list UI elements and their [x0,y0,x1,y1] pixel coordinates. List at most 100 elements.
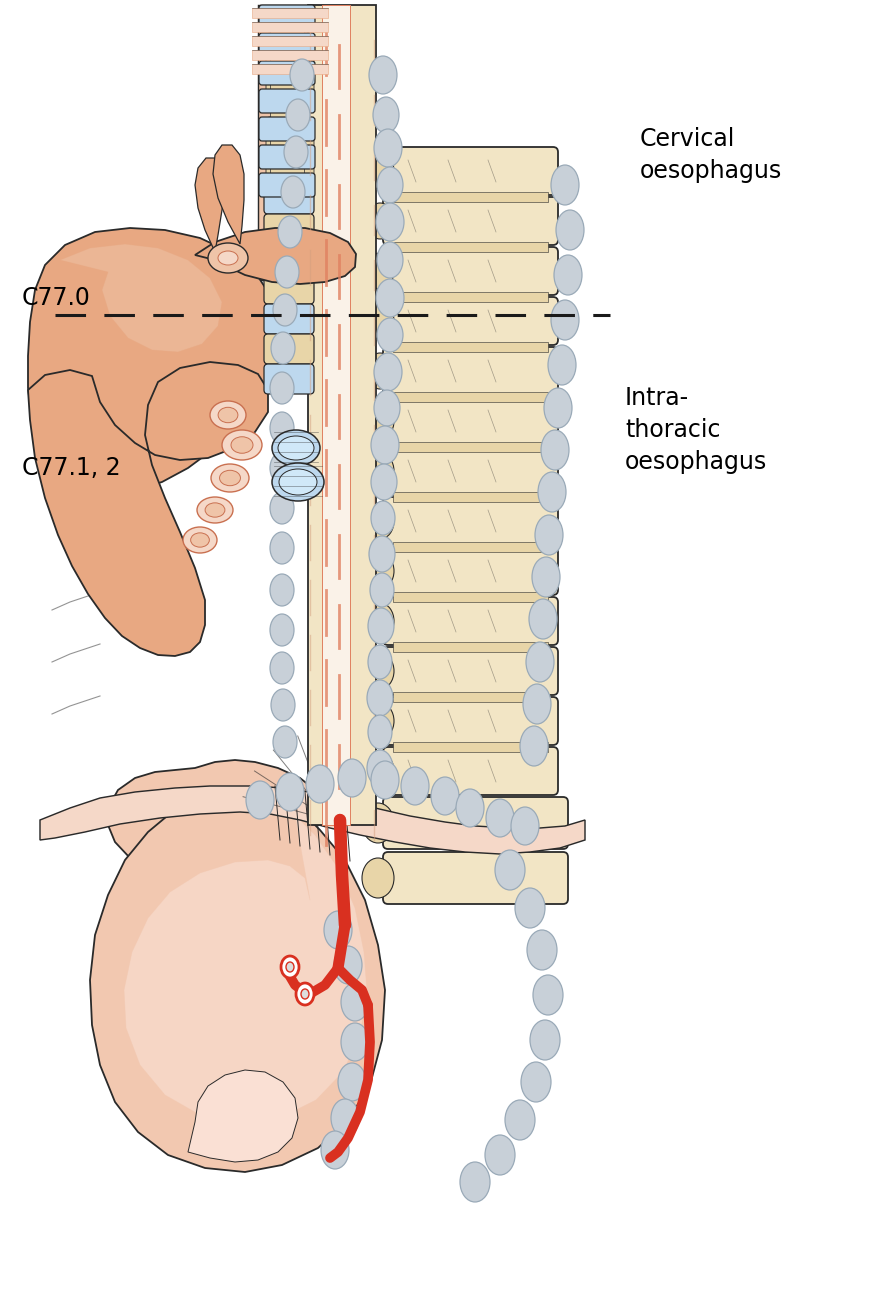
Ellipse shape [324,911,352,949]
FancyBboxPatch shape [259,32,315,57]
Text: C77.1, 2: C77.1, 2 [22,456,121,480]
Text: C77.0: C77.0 [22,286,91,309]
Ellipse shape [366,153,394,188]
Ellipse shape [270,412,294,445]
FancyBboxPatch shape [264,364,314,394]
Ellipse shape [270,491,294,524]
Ellipse shape [296,983,314,1005]
Polygon shape [28,361,268,656]
Bar [393,242,548,252]
Ellipse shape [366,354,394,389]
Ellipse shape [183,526,217,552]
Ellipse shape [535,515,563,555]
Bar [393,342,548,352]
Polygon shape [90,792,385,1173]
Ellipse shape [520,725,548,766]
Ellipse shape [284,136,308,168]
FancyBboxPatch shape [383,747,558,796]
FancyBboxPatch shape [264,185,314,215]
Ellipse shape [279,469,317,495]
FancyBboxPatch shape [266,159,314,195]
Ellipse shape [366,703,394,738]
Ellipse shape [373,98,399,133]
Bar [258,5,323,280]
Ellipse shape [366,552,394,589]
Ellipse shape [369,536,395,572]
Ellipse shape [276,774,304,811]
Ellipse shape [286,962,294,972]
Ellipse shape [431,777,459,815]
FancyBboxPatch shape [259,5,315,29]
FancyBboxPatch shape [259,146,315,169]
Ellipse shape [301,989,309,998]
Polygon shape [40,786,585,854]
FancyBboxPatch shape [266,32,314,69]
Ellipse shape [270,452,294,484]
FancyBboxPatch shape [383,497,558,545]
Ellipse shape [495,850,525,891]
FancyBboxPatch shape [383,396,558,445]
FancyBboxPatch shape [264,274,314,304]
Ellipse shape [521,1062,551,1102]
Bar [270,55,304,62]
FancyBboxPatch shape [264,334,314,364]
Polygon shape [252,49,328,60]
FancyBboxPatch shape [383,347,558,395]
Ellipse shape [270,614,294,646]
Ellipse shape [331,1098,359,1138]
Ellipse shape [533,975,563,1015]
Ellipse shape [551,300,579,341]
FancyBboxPatch shape [383,147,558,195]
Polygon shape [60,244,222,352]
Ellipse shape [270,532,294,564]
Ellipse shape [222,430,262,460]
Ellipse shape [208,243,248,273]
Text: Cervical
oesophagus: Cervical oesophagus [640,127,782,183]
Ellipse shape [377,318,403,352]
Ellipse shape [341,983,369,1020]
Ellipse shape [272,430,320,465]
Ellipse shape [338,759,366,797]
Ellipse shape [366,753,394,789]
Ellipse shape [460,1162,490,1202]
Ellipse shape [366,203,394,239]
Ellipse shape [556,211,584,250]
Ellipse shape [281,956,299,978]
Ellipse shape [191,533,209,547]
Ellipse shape [362,858,394,898]
FancyBboxPatch shape [383,247,558,295]
FancyBboxPatch shape [383,697,558,745]
Bar [270,26,304,34]
Bar [393,592,548,602]
Ellipse shape [526,642,554,683]
Polygon shape [252,8,328,18]
Ellipse shape [377,242,403,278]
FancyBboxPatch shape [383,647,558,696]
Bar [270,111,304,118]
Bar [393,542,548,552]
Ellipse shape [515,888,545,928]
Ellipse shape [554,255,582,295]
Ellipse shape [270,372,294,404]
Ellipse shape [544,387,572,428]
FancyBboxPatch shape [383,198,558,244]
Polygon shape [252,64,328,74]
Ellipse shape [246,781,274,819]
Polygon shape [195,159,226,252]
FancyBboxPatch shape [259,117,315,140]
Ellipse shape [368,645,392,679]
Bar [270,166,304,174]
Ellipse shape [374,390,400,426]
Ellipse shape [485,1135,515,1175]
FancyBboxPatch shape [383,597,558,645]
Polygon shape [124,815,367,1122]
Ellipse shape [538,472,566,512]
Ellipse shape [366,603,394,640]
FancyBboxPatch shape [383,852,568,903]
FancyBboxPatch shape [383,447,558,495]
Ellipse shape [272,463,324,500]
Ellipse shape [270,575,294,606]
Ellipse shape [376,280,404,317]
Text: Intra-
thoracic
oesophagus: Intra- thoracic oesophagus [625,386,767,473]
FancyBboxPatch shape [259,88,315,113]
